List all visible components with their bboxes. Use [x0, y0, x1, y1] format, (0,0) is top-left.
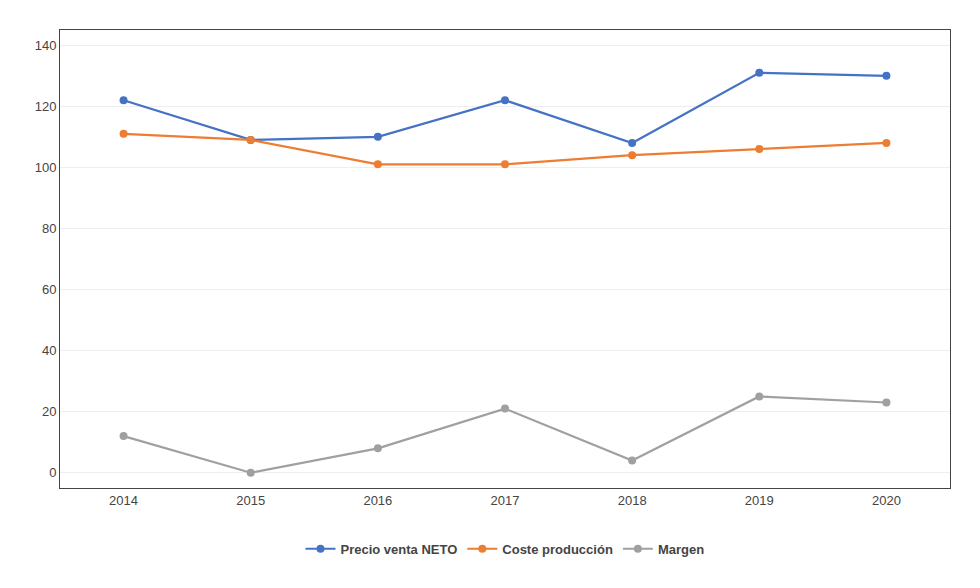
svg-text:2016: 2016 — [363, 493, 392, 508]
svg-text:80: 80 — [42, 221, 56, 236]
svg-text:Margen: Margen — [658, 542, 704, 557]
svg-text:2015: 2015 — [236, 493, 265, 508]
svg-text:2014: 2014 — [109, 493, 138, 508]
svg-text:100: 100 — [35, 160, 57, 175]
svg-text:2018: 2018 — [618, 493, 647, 508]
svg-text:2020: 2020 — [872, 493, 901, 508]
svg-text:40: 40 — [42, 343, 56, 358]
svg-text:60: 60 — [42, 282, 56, 297]
svg-text:Coste producción: Coste producción — [502, 542, 613, 557]
svg-text:0: 0 — [49, 465, 56, 480]
svg-text:Precio venta NETO: Precio venta NETO — [341, 542, 458, 557]
svg-text:2019: 2019 — [745, 493, 774, 508]
svg-text:120: 120 — [35, 99, 57, 114]
svg-text:2017: 2017 — [491, 493, 520, 508]
svg-text:20: 20 — [42, 404, 56, 419]
svg-text:140: 140 — [35, 38, 57, 53]
